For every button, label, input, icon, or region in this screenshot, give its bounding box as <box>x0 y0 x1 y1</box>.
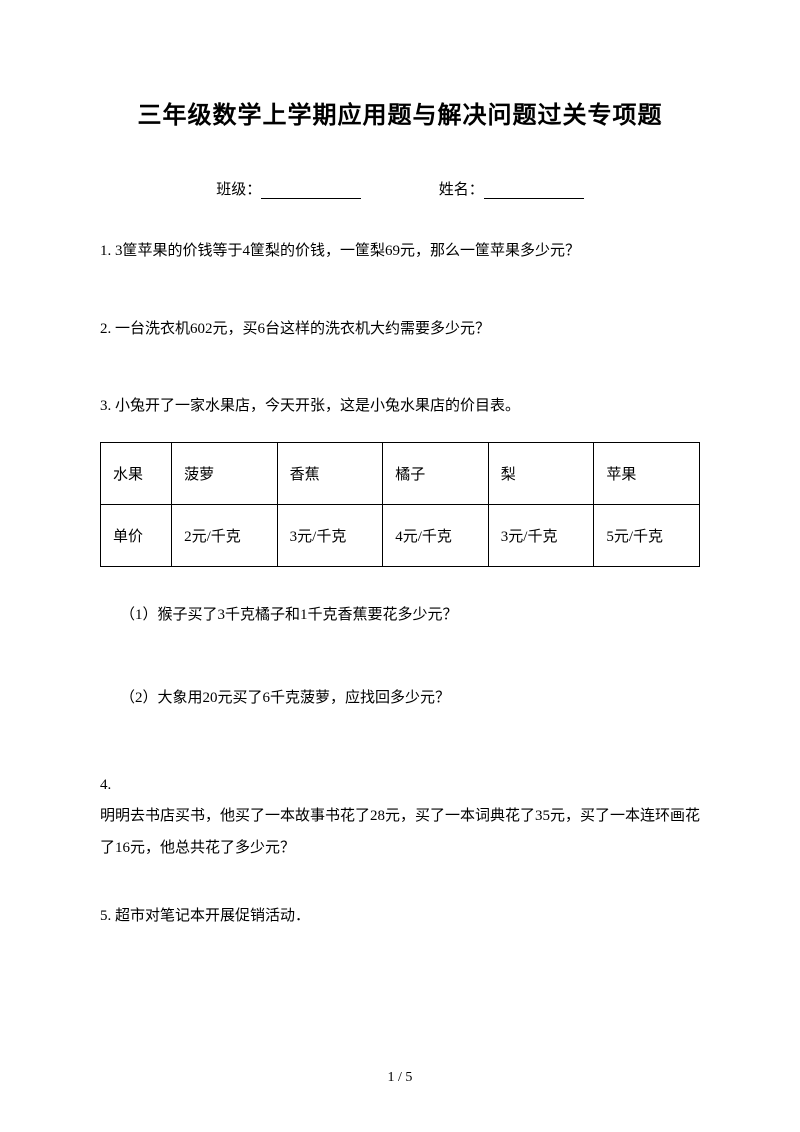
question-2: 2. 一台洗衣机602元，买6台这样的洗衣机大约需要多少元？ <box>100 317 700 343</box>
question-3: 3. 小兔开了一家水果店，今天开张，这是小兔水果店的价目表。 <box>100 394 700 420</box>
table-cell: 菠萝 <box>172 442 278 504</box>
name-label: 姓名： <box>439 182 484 198</box>
table-cell: 单价 <box>101 504 172 566</box>
table-cell: 3元/千克 <box>488 504 594 566</box>
table-cell: 2元/千克 <box>172 504 278 566</box>
class-blank[interactable] <box>261 184 361 199</box>
price-table: 水果 菠萝 香蕉 橘子 梨 苹果 单价 2元/千克 3元/千克 4元/千克 3元… <box>100 442 700 567</box>
question-3-2: （2）大象用20元买了6千克菠萝，应找回多少元？ <box>100 686 700 712</box>
name-blank[interactable] <box>484 184 584 199</box>
table-cell: 4元/千克 <box>383 504 489 566</box>
question-4: 4. 明明去书店买书，他买了一本故事书花了28元，买了一本词典花了35元，买了一… <box>100 770 700 865</box>
question-5: 5. 超市对笔记本开展促销活动． <box>100 904 700 930</box>
table-cell: 香蕉 <box>277 442 383 504</box>
page-number: 1 / 5 <box>0 1070 800 1086</box>
question-1: 1. 3筐苹果的价钱等于4筐梨的价钱，一筐梨69元，那么一筐苹果多少元？ <box>100 239 700 265</box>
question-4-body: 明明去书店买书，他买了一本故事书花了28元，买了一本词典花了35元，买了一本连环… <box>100 801 700 864</box>
document-title: 三年级数学上学期应用题与解决问题过关专项题 <box>100 95 700 130</box>
table-cell: 苹果 <box>594 442 700 504</box>
table-cell: 5元/千克 <box>594 504 700 566</box>
table-cell: 水果 <box>101 442 172 504</box>
table-cell: 3元/千克 <box>277 504 383 566</box>
question-4-number: 4. <box>100 770 700 802</box>
table-row: 单价 2元/千克 3元/千克 4元/千克 3元/千克 5元/千克 <box>101 504 700 566</box>
table-row: 水果 菠萝 香蕉 橘子 梨 苹果 <box>101 442 700 504</box>
student-info-line: 班级： 姓名： <box>100 178 700 199</box>
class-label: 班级： <box>216 182 261 198</box>
question-3-1: （1）猴子买了3千克橘子和1千克香蕉要花多少元？ <box>100 603 700 629</box>
table-cell: 橘子 <box>383 442 489 504</box>
table-cell: 梨 <box>488 442 594 504</box>
